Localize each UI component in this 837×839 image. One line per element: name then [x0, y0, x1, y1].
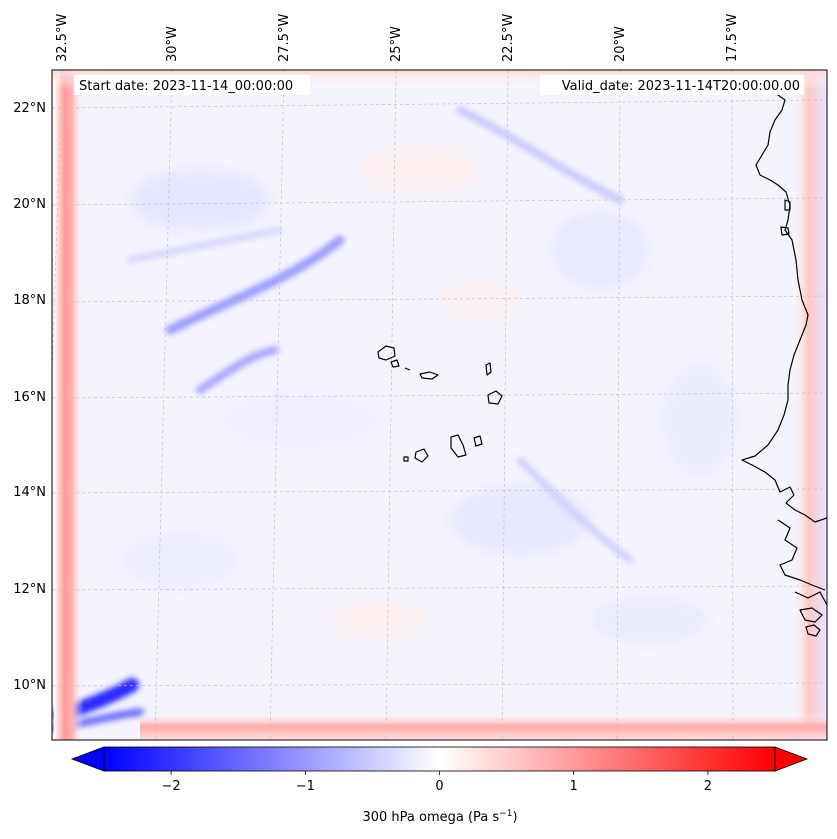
- latitude-labels: 22°N 20°N 18°N 16°N 14°N 12°N 10°N: [13, 101, 46, 693]
- lat-label: 22°N: [13, 101, 46, 116]
- start-date-label: Start date: 2023-11-14_00:00:00: [79, 79, 293, 94]
- island-fogo: [414, 448, 429, 463]
- lon-label: 17.5°W: [725, 14, 740, 62]
- island-sao-nicolau: [419, 371, 439, 380]
- island-brava: [403, 456, 409, 462]
- colorbar-ticks: −2 −1 0 1 2: [162, 771, 712, 794]
- lat-label: 20°N: [13, 197, 46, 212]
- right-edge-band: [790, 70, 827, 740]
- lon-label: 27.5°W: [277, 14, 292, 62]
- omega-field: [120, 145, 740, 645]
- colorbar-tick-label: 0: [435, 779, 443, 794]
- colorbar: −2 −1 0 1 2 300 hPa omega (Pa s−1): [70, 746, 809, 825]
- colorbar-extend-min: [70, 746, 105, 772]
- lat-label: 14°N: [13, 485, 46, 500]
- start-date-box: [74, 75, 310, 95]
- map-frame: [51, 69, 828, 741]
- colorbar-tick-label: −1: [296, 779, 315, 794]
- lat-label: 18°N: [13, 293, 46, 308]
- island-maio: [473, 435, 483, 447]
- island-boa-vista: [487, 390, 503, 405]
- valid-date-label: Valid_date: 2023-11-14T20:00:00.00: [562, 79, 800, 94]
- colorbar-tick-label: −2: [162, 779, 181, 794]
- lon-label: 32.5°W: [55, 14, 70, 62]
- colorbar-tick-label: 2: [704, 779, 712, 794]
- graticule: [52, 70, 827, 740]
- colorbar-extend-max: [774, 746, 809, 772]
- island-santo-antao: [377, 345, 396, 361]
- colorbar-body: [103, 746, 776, 772]
- island-sao-vicente: [390, 359, 400, 368]
- island-sal: [485, 362, 492, 376]
- valid-date-box: [540, 75, 804, 95]
- african-coastline: [741, 91, 827, 523]
- lon-label: 30°W: [165, 26, 180, 62]
- map-panel: [52, 70, 827, 740]
- lon-label: 20°W: [613, 26, 628, 62]
- lat-label: 10°N: [13, 678, 46, 693]
- coastlines: [377, 91, 827, 637]
- colorbar-label: 300 hPa omega (Pa s−1): [362, 809, 517, 825]
- bottom-edge-band: [140, 712, 827, 740]
- longitude-labels: 32.5°W 30°W 27.5°W 25°W 22.5°W 20°W 17.5…: [55, 14, 740, 62]
- island-santa-luzia: [404, 367, 411, 371]
- left-edge-band: [54, 70, 84, 740]
- colorbar-tick-label: 1: [570, 779, 578, 794]
- island-santiago: [450, 434, 467, 458]
- lat-label: 12°N: [13, 582, 46, 597]
- lon-label: 22.5°W: [501, 14, 516, 62]
- lat-label: 16°N: [13, 390, 46, 405]
- lon-label: 25°W: [389, 26, 404, 62]
